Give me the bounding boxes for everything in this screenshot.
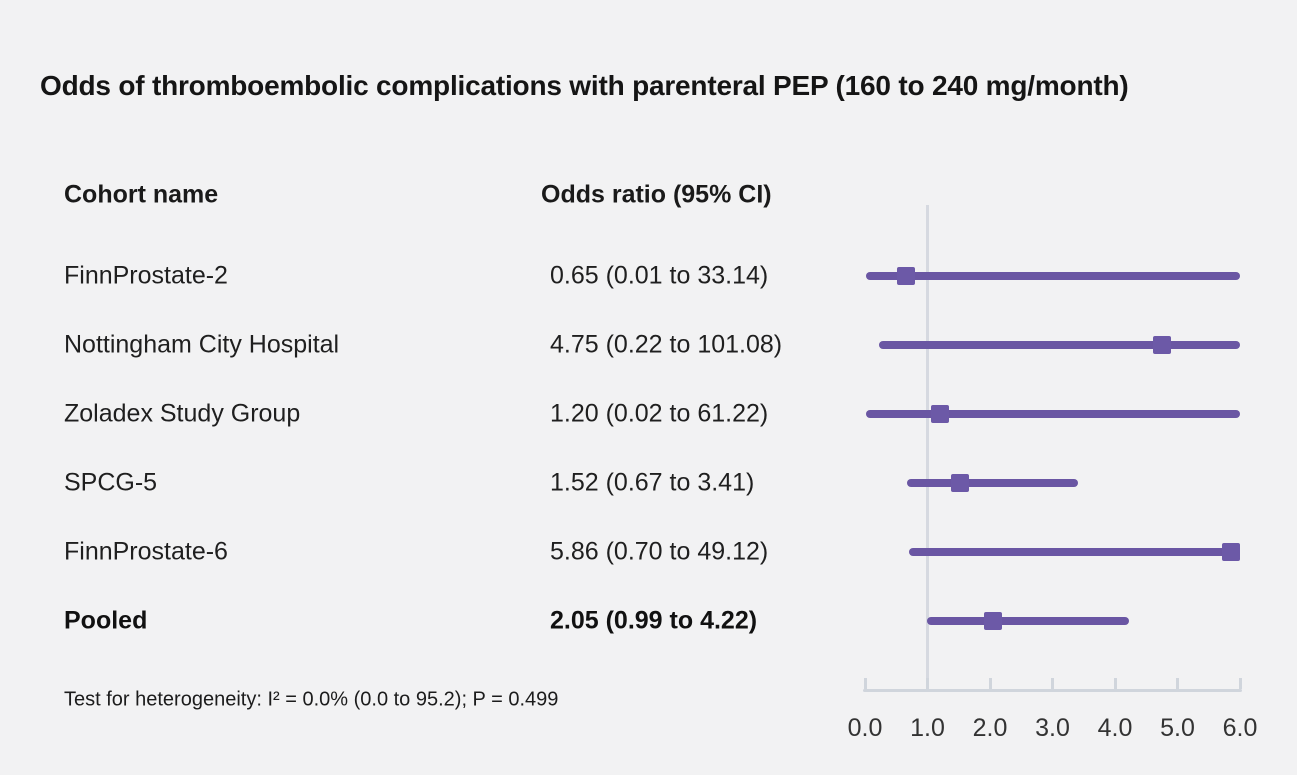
x-axis-tick — [926, 678, 929, 689]
ci-line — [906, 479, 1079, 487]
ci-line — [866, 410, 1240, 418]
ci-line — [926, 617, 1129, 625]
or-marker — [984, 612, 1003, 630]
x-axis-tick — [988, 678, 992, 689]
or-marker — [1222, 543, 1241, 561]
or-value: 5.86 (0.70 to 49.12) — [550, 537, 769, 566]
chart-title: Odds of thromboembolic complications wit… — [40, 70, 1129, 101]
cohort-label: FinnProstate-6 — [64, 537, 228, 566]
cohort-label: Pooled — [64, 606, 148, 635]
cohort-label: FinnProstate-2 — [64, 261, 228, 290]
cohort-label: Zoladex Study Group — [64, 399, 301, 428]
or-marker — [896, 267, 915, 285]
column-header-cohort: Cohort name — [64, 180, 219, 209]
column-header-odds-ratio: Odds ratio (95% CI) — [541, 180, 772, 209]
x-axis-tick — [1051, 678, 1054, 689]
x-axis-tick-label: 0.0 — [847, 714, 883, 742]
x-axis-tick-label: 6.0 — [1222, 714, 1258, 742]
x-axis-tick-label: 2.0 — [972, 714, 1008, 742]
x-axis-tick-label: 1.0 — [910, 714, 945, 742]
or-value: 0.65 (0.01 to 33.14) — [550, 261, 769, 290]
or-marker — [951, 474, 969, 492]
x-axis-tick — [863, 678, 867, 689]
x-axis-tick — [1113, 678, 1117, 689]
reference-line — [926, 205, 929, 689]
x-axis-tick-label: 4.0 — [1097, 714, 1133, 742]
ci-line — [908, 548, 1240, 556]
x-axis-tick — [1176, 678, 1179, 689]
cohort-label: SPCG-5 — [64, 468, 158, 497]
cohort-label: Nottingham City Hospital — [64, 330, 340, 359]
or-marker — [1152, 336, 1171, 354]
x-axis-tick — [1238, 678, 1242, 689]
x-axis — [863, 689, 1242, 692]
ci-line — [878, 341, 1240, 349]
or-marker — [931, 405, 949, 423]
ci-line — [865, 272, 1240, 280]
heterogeneity-note: Test for heterogeneity: I² = 0.0% (0.0 t… — [64, 688, 559, 711]
or-value: 1.52 (0.67 to 3.41) — [550, 468, 755, 497]
or-value: 4.75 (0.22 to 101.08) — [550, 330, 783, 359]
or-value: 2.05 (0.99 to 4.22) — [550, 606, 758, 635]
or-value: 1.20 (0.02 to 61.22) — [550, 399, 769, 428]
x-axis-tick-label: 3.0 — [1035, 714, 1070, 742]
x-axis-tick-label: 5.0 — [1160, 714, 1195, 742]
